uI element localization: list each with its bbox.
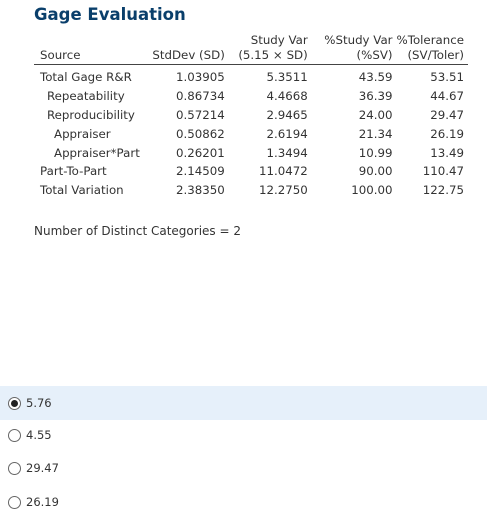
answer-option[interactable]: 4.55 [0,418,487,452]
stddev-cell: 2.38350 [176,183,225,198]
radio-button-icon[interactable] [8,461,21,475]
pct-tolerance-cell: 122.75 [422,183,464,198]
option-label: 4.55 [26,428,52,442]
column-header: (%SV) [311,48,397,65]
study-var-cell: 5.3511 [266,70,308,85]
pct-study-var-cell: 21.34 [358,126,393,141]
column-header: %Tolerance [396,33,464,47]
radio-button-icon[interactable] [8,495,21,509]
column-header [34,33,148,48]
column-header: (SV/Toler) [396,48,468,65]
source-cell: Part-To-Part [40,164,107,179]
table-row: Total Variation 2.38350 12.2750 100.00 1… [34,181,468,200]
table-row: Repeatability 0.86734 4.4668 36.39 44.67 [34,87,468,106]
stddev-cell: 0.50862 [176,126,225,141]
stddev-cell: 0.26201 [176,145,225,160]
radio-button-icon[interactable] [8,428,21,442]
study-var-cell: 11.0472 [258,164,308,179]
column-header: %Study Var [324,33,393,47]
source-cell: Total Gage R&R [40,70,132,85]
table-row: Reproducibility 0.57214 2.9465 24.00 29.… [34,106,468,125]
section-title: Gage Evaluation [34,5,186,24]
column-header: Study Var [250,33,308,47]
study-var-cell: 1.3494 [266,145,308,160]
option-label: 26.19 [26,495,59,509]
study-var-cell: 4.4668 [266,89,308,104]
table-row: Total Gage R&R 1.03905 5.3511 43.59 53.5… [34,65,468,87]
table-header-row-top: Study Var %Study Var %Tolerance [34,33,468,48]
source-cell: Appraiser*Part [54,145,140,160]
option-label: 5.76 [26,396,52,410]
source-cell: Reproducibility [47,107,135,122]
answer-option[interactable]: 26.19 [0,485,487,519]
answer-option[interactable]: 29.47 [0,451,487,485]
table-row: Appraiser*Part 0.26201 1.3494 10.99 13.4… [34,143,468,162]
study-var-cell: 2.9465 [266,107,308,122]
gage-evaluation-table: Study Var %Study Var %Tolerance Source S… [34,33,468,200]
distinct-categories-text: Number of Distinct Categories = 2 [34,224,241,238]
pct-tolerance-cell: 110.47 [422,164,464,179]
table-row: Part-To-Part 2.14509 11.0472 90.00 110.4… [34,162,468,181]
pct-tolerance-cell: 13.49 [430,145,464,160]
stddev-cell: 2.14509 [176,164,225,179]
stddev-cell: 1.03905 [176,70,225,85]
pct-study-var-cell: 36.39 [358,89,393,104]
source-cell: Repeatability [47,89,125,104]
pct-tolerance-cell: 53.51 [430,70,464,85]
pct-study-var-cell: 10.99 [358,145,393,160]
study-var-cell: 2.6194 [266,126,308,141]
radio-button-selected-icon[interactable] [8,396,21,410]
pct-study-var-cell: 43.59 [358,70,393,85]
source-cell: Appraiser [54,126,111,141]
pct-study-var-cell: 24.00 [358,107,393,122]
pct-study-var-cell: 100.00 [351,183,393,198]
study-var-cell: 12.2750 [258,183,308,198]
table-header-row-bottom: Source StdDev (SD) (5.15 × SD) (%SV) (SV… [34,48,468,65]
pct-study-var-cell: 90.00 [358,164,393,179]
column-header: StdDev (SD) [147,48,229,65]
source-cell: Total Variation [40,183,124,198]
option-label: 29.47 [26,461,59,475]
pct-tolerance-cell: 44.67 [430,89,464,104]
pct-tolerance-cell: 26.19 [430,126,464,141]
stddev-cell: 0.86734 [176,89,225,104]
answer-option[interactable]: 5.76 [0,386,487,420]
column-header: Source [34,48,148,65]
pct-tolerance-cell: 29.47 [430,107,464,122]
column-header: (5.15 × SD) [228,48,312,65]
stddev-cell: 0.57214 [176,107,225,122]
column-header [148,33,229,48]
table-row: Appraiser 0.50862 2.6194 21.34 26.19 [34,124,468,143]
